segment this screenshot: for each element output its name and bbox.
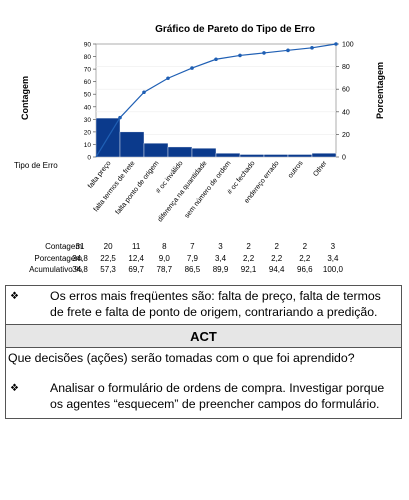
act-cell: Que decisões (ações) serão tomadas com o…: [6, 348, 401, 418]
finding-text: Os erros mais freqüentes são: falta de p…: [50, 289, 381, 319]
y2-tick-label: 40: [342, 109, 350, 116]
finding-cell: ❖ Os erros mais freqüentes são: falta de…: [6, 286, 401, 325]
y2-tick-label: 80: [342, 64, 350, 71]
table-row-label-cumulative: Acumulativo %: [29, 265, 82, 274]
table-cumulative: 94,4: [269, 265, 285, 274]
table-count: 31: [76, 242, 85, 251]
y-tick-label: 80: [84, 54, 92, 61]
y-tick-label: 50: [84, 92, 92, 99]
x-tick-label: sem número de ordem: [184, 160, 233, 220]
cumulative-point: [310, 46, 314, 50]
action-text: Analisar o formulário de ordens de compr…: [50, 381, 385, 411]
finding-bullet-row: ❖ Os erros mais freqüentes são: falta de…: [6, 286, 401, 324]
bar: [143, 142, 169, 158]
table-count: 2: [303, 242, 308, 251]
table-row-label-percent: Porcentagem: [34, 254, 82, 263]
table-count: 8: [162, 242, 167, 251]
cumulative-point: [286, 48, 290, 53]
y-tick-label: 30: [84, 117, 92, 124]
table-percent: 9,0: [159, 254, 171, 263]
cumulative-point: [166, 76, 170, 81]
table-percent: 12,4: [128, 254, 144, 263]
x-tick-label: outros: [287, 160, 305, 180]
y-tick-label: 0: [87, 155, 91, 162]
y-tick-label: 60: [84, 79, 92, 86]
y-tick-label: 20: [84, 129, 92, 136]
table-cumulative: 57,3: [100, 265, 116, 274]
bar: [191, 148, 217, 158]
bar: [239, 154, 265, 158]
x-tick-label: Other: [312, 159, 329, 178]
cumulative-point: [334, 42, 338, 46]
y-tick-label: 70: [84, 67, 92, 74]
bar: [167, 146, 193, 158]
cumulative-point: [142, 90, 146, 95]
table-cumulative: 100,0: [323, 265, 344, 274]
table-row-label-count: Contagem: [45, 242, 82, 251]
act-header: ACT: [6, 325, 401, 348]
pareto-chart: 0 10 20 30 40 50 60 70 80 90 0 20 40 60 80 100 falta pre…: [14, 24, 385, 275]
y2-tick-label: 60: [342, 87, 350, 94]
table-percent: 7,9: [187, 254, 199, 263]
table-cumulative: 96,6: [297, 265, 313, 274]
cumulative-point: [214, 57, 218, 62]
table-cumulative: 78,7: [157, 265, 173, 274]
action-bullet-row: ❖ Analisar o formulário de ordens de com…: [6, 372, 401, 418]
table-percent: 2,2: [243, 254, 255, 263]
x-tick-label: falta termos de frete: [93, 160, 137, 213]
table-percent: 22,5: [100, 254, 116, 263]
cumulative-point: [190, 66, 194, 70]
y-tick-label: 10: [84, 142, 92, 149]
y-axis-label-right: Porcentagem: [375, 62, 385, 120]
bullet-icon: ❖: [10, 383, 19, 394]
y-tick-label: 90: [84, 42, 92, 49]
bullet-icon: ❖: [10, 291, 19, 302]
table-count: 3: [331, 242, 336, 251]
table-percent: 3,4: [327, 254, 339, 263]
table-count: 2: [274, 242, 279, 251]
table-cumulative: 34,8: [72, 265, 88, 274]
x-tick-label: falta ponto de origem: [115, 160, 161, 216]
x-axis-label: Tipo de Erro: [14, 161, 58, 170]
table-count: 3: [218, 242, 223, 251]
y2-tick-label: 0: [342, 155, 346, 162]
table-count: 20: [104, 242, 113, 251]
table-cumulative: 92,1: [241, 265, 257, 274]
table-percent: 3,4: [215, 254, 227, 263]
pareto-chart-svg: 0 10 20 30 40 50 60 70 80 90 0 20 40 60 80 100 falta pre…: [72, 42, 354, 275]
bar: [119, 131, 145, 158]
x-tick-label: diferença na quantidade: [157, 160, 209, 224]
bar: [311, 153, 337, 158]
bar: [263, 154, 289, 158]
table-cumulative: 89,9: [213, 265, 229, 274]
cumulative-point: [262, 51, 266, 55]
x-tick-label: falta preço: [87, 160, 113, 190]
table-percent: 2,2: [299, 254, 311, 263]
table-count: 11: [132, 242, 141, 251]
bar: [287, 154, 313, 158]
table-count: 7: [190, 242, 195, 251]
table-cumulative: 86,5: [185, 265, 201, 274]
table-percent: 34,8: [72, 254, 88, 263]
table-percent: 2,2: [271, 254, 283, 263]
table-count: 2: [246, 242, 251, 251]
analysis-table: ❖ Os erros mais freqüentes são: falta de…: [5, 285, 402, 419]
table-cumulative: 69,7: [128, 265, 144, 274]
chart-title: Gráfico de Pareto do Tipo de Erro: [155, 24, 315, 35]
y-axis-label-left: Contagem: [20, 75, 30, 120]
y2-tick-label: 20: [342, 132, 350, 139]
y-tick-label: 40: [84, 104, 92, 111]
y2-tick-label: 100: [342, 42, 354, 49]
bar: [215, 153, 241, 158]
cumulative-point: [118, 115, 122, 120]
cumulative-point: [238, 53, 242, 58]
act-question: Que decisões (ações) serão tomadas com o…: [8, 351, 355, 365]
